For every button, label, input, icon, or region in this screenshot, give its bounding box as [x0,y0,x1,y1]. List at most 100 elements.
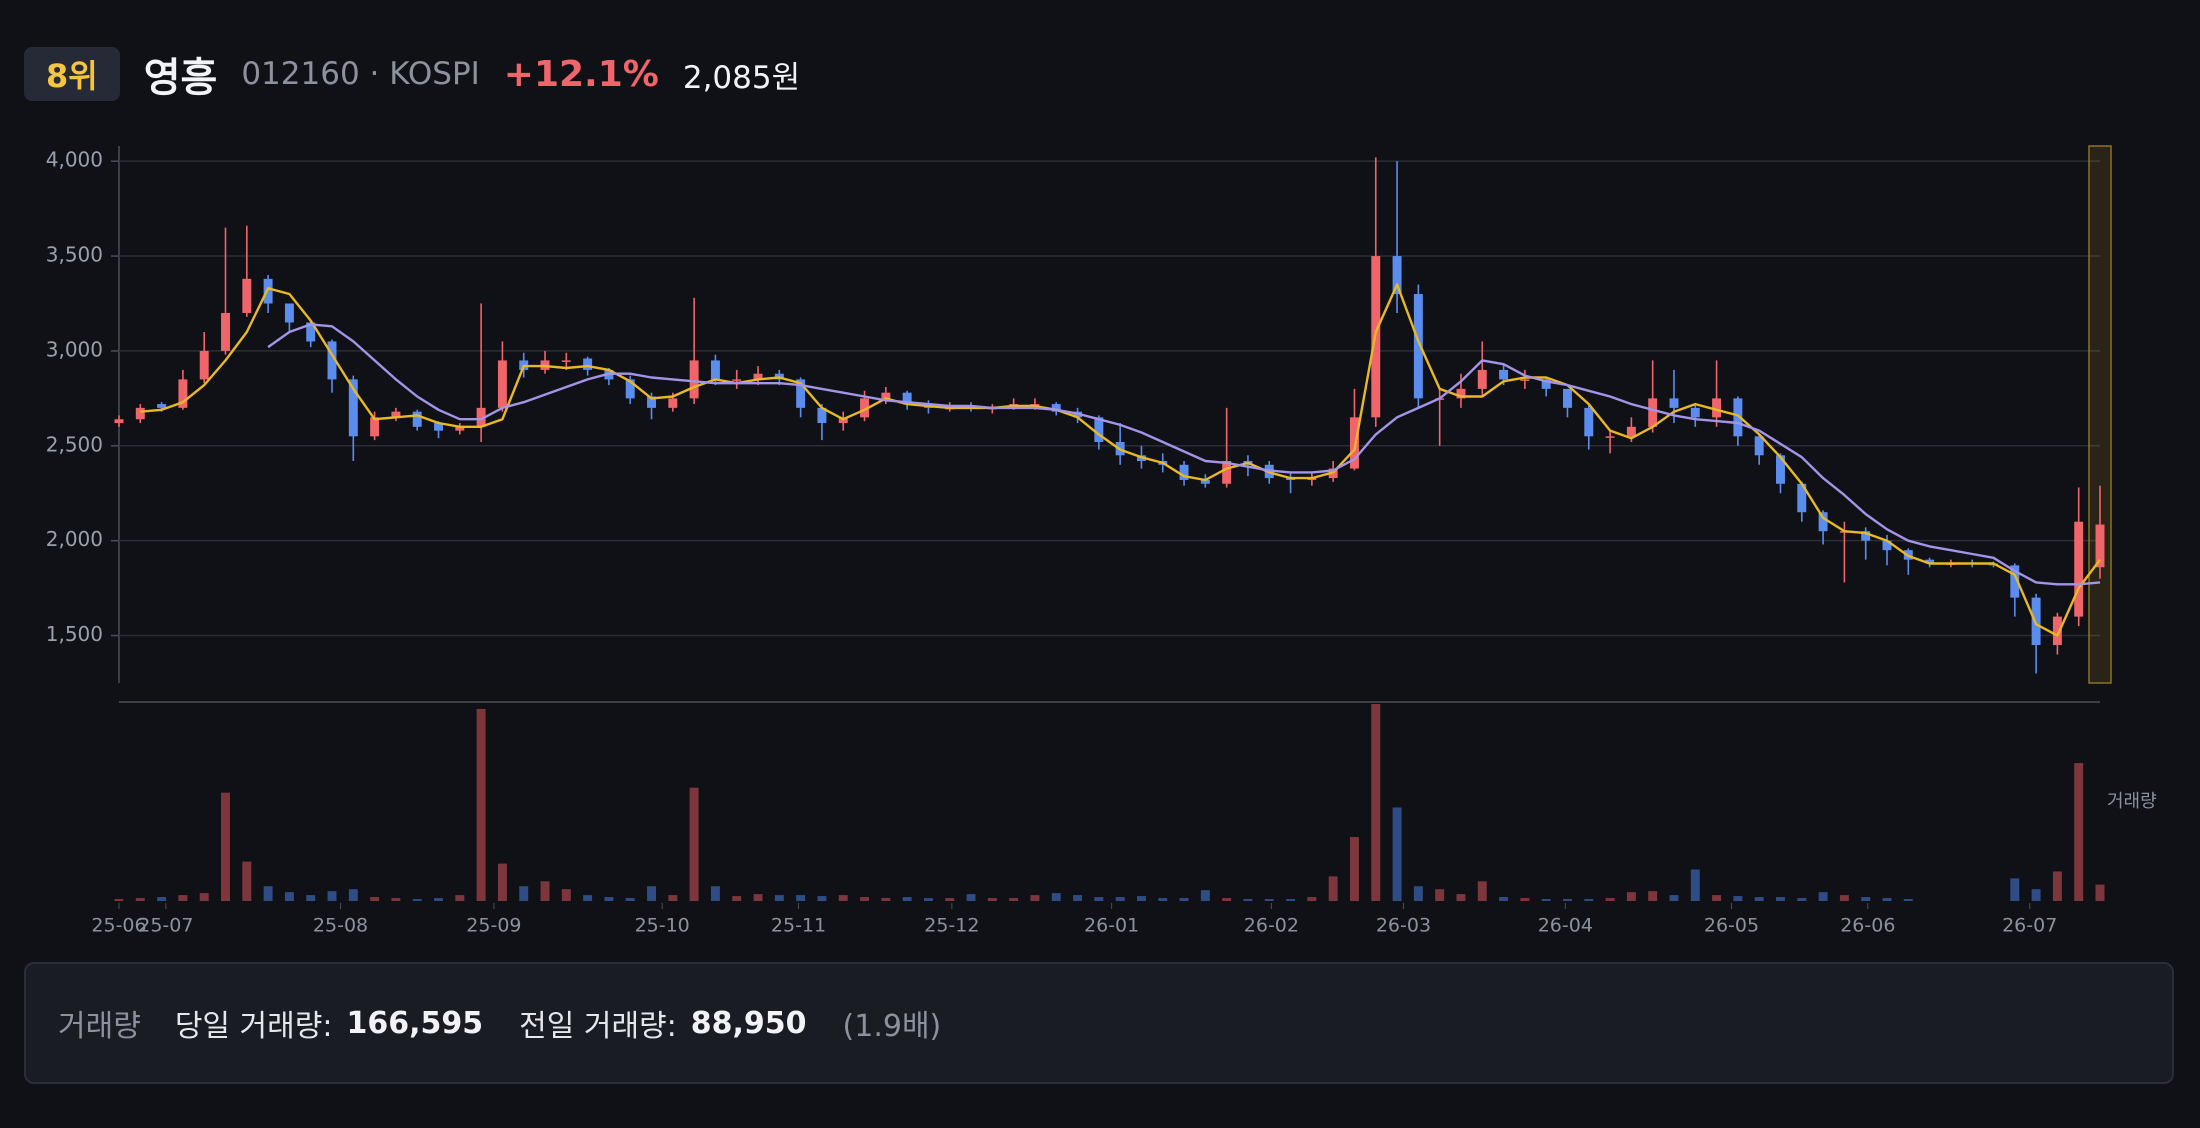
candle-body [135,407,145,420]
candle-body [732,379,742,381]
volume-bar [838,895,848,901]
volume-bar [178,895,188,901]
volume-bar [1520,898,1530,901]
volume-bar [1712,895,1722,901]
candle-body [157,404,167,408]
volume-bar [689,787,699,901]
candle-body [2095,524,2105,568]
volume-bar [199,893,209,901]
volume-bar [434,898,443,901]
x-tick-label: 25-10 [635,915,690,937]
volume-bar [796,895,806,901]
volume-bar [1669,895,1679,901]
volume-bar [753,894,763,901]
volume-bar [923,898,933,901]
candle-body [178,379,188,408]
candle-body [242,278,252,313]
y-tick-label: 1,500 [46,622,103,646]
y-tick-label: 2,000 [46,527,103,551]
volume-bar [1754,897,1764,901]
candle-body [327,341,337,380]
volume-bar [1861,897,1871,901]
today-value: 166,595 [346,1005,484,1041]
volume-bar [1605,898,1615,901]
x-tick-label: 25-06 [91,915,146,937]
candle-body [284,303,294,323]
x-tick-label: 26-01 [1084,915,1139,937]
candle-body [1818,512,1828,532]
volume-bar [1648,891,1658,901]
volume-bar [1776,897,1785,901]
volume-bar [710,886,720,901]
volume-bar [1882,898,1892,901]
candle-body [1925,559,1935,564]
candle-body [2052,616,2062,646]
volume-bar [1009,898,1019,901]
volume-bar [1349,836,1359,901]
candle-body [1499,369,1509,380]
volume-bar [391,898,401,901]
y-tick-label: 4,000 [46,148,103,172]
header: 8위 영흥 012160 · KOSPI +12.1% 2,085원 [24,47,800,101]
volume-bar [1158,898,1168,901]
x-tick-label: 26-02 [1244,915,1299,937]
candle-body [1222,460,1232,484]
volume-bar [1435,889,1445,901]
volume-bar [284,892,294,901]
volume-bar [1115,897,1125,901]
volume-label: 거래량 [2107,791,2157,812]
volume-bar [221,792,230,901]
candle-body [391,411,401,418]
candle-body [348,379,358,437]
candle-body [817,407,827,424]
volume-bar [157,897,167,901]
candle-body [583,358,593,370]
volume-bar [1477,881,1487,901]
moving-average-line [267,323,2101,586]
volume-bar [1413,886,1423,901]
volume-bar [732,896,742,901]
candle-body [412,411,422,427]
volume-bar [1733,896,1743,901]
y-tick-label: 3,000 [46,337,103,361]
x-tick-label: 25-09 [466,915,521,937]
stock-code: 012160 · KOSPI [241,56,480,92]
candle-body [1584,407,1594,437]
summary-label: 거래량 [58,1009,141,1044]
candle-body [1861,531,1871,541]
volume-bar [306,895,316,901]
x-tick-label: 26-03 [1376,915,1431,937]
candle-body [1648,398,1658,427]
volume-bar [412,899,422,901]
volume-summary: 거래량 당일 거래량: 166,595 전일 거래량: 88,950 (1.9배… [24,962,2174,1084]
candle-body [1392,256,1402,295]
candle-body [902,392,912,405]
candle-body [561,360,571,362]
candle-body [199,350,209,380]
volume-bar [945,898,955,901]
x-tick-label: 25-12 [924,915,979,937]
volume-bar [1584,899,1594,901]
candle-body [1733,398,1743,437]
volume-bar [370,897,380,901]
candle-body [796,379,806,408]
volume-bar [583,895,593,901]
candle-body [1626,426,1636,437]
candle-body [1200,479,1210,484]
volume-bar [1371,704,1381,901]
candle-body [668,398,678,408]
volume-bar [604,897,614,901]
volume-bar [114,899,124,901]
volume-bar [1286,899,1296,901]
volume-bar [1797,898,1807,901]
volume-bar [327,891,337,901]
candle-body [710,360,720,380]
volume-bar [2052,871,2062,901]
candle-body [221,312,230,351]
x-tick-label: 25-08 [313,915,368,937]
volume-bar [774,895,784,901]
volume-bar [860,897,870,901]
volume-bar [1073,895,1083,901]
volume-bar [455,895,465,901]
